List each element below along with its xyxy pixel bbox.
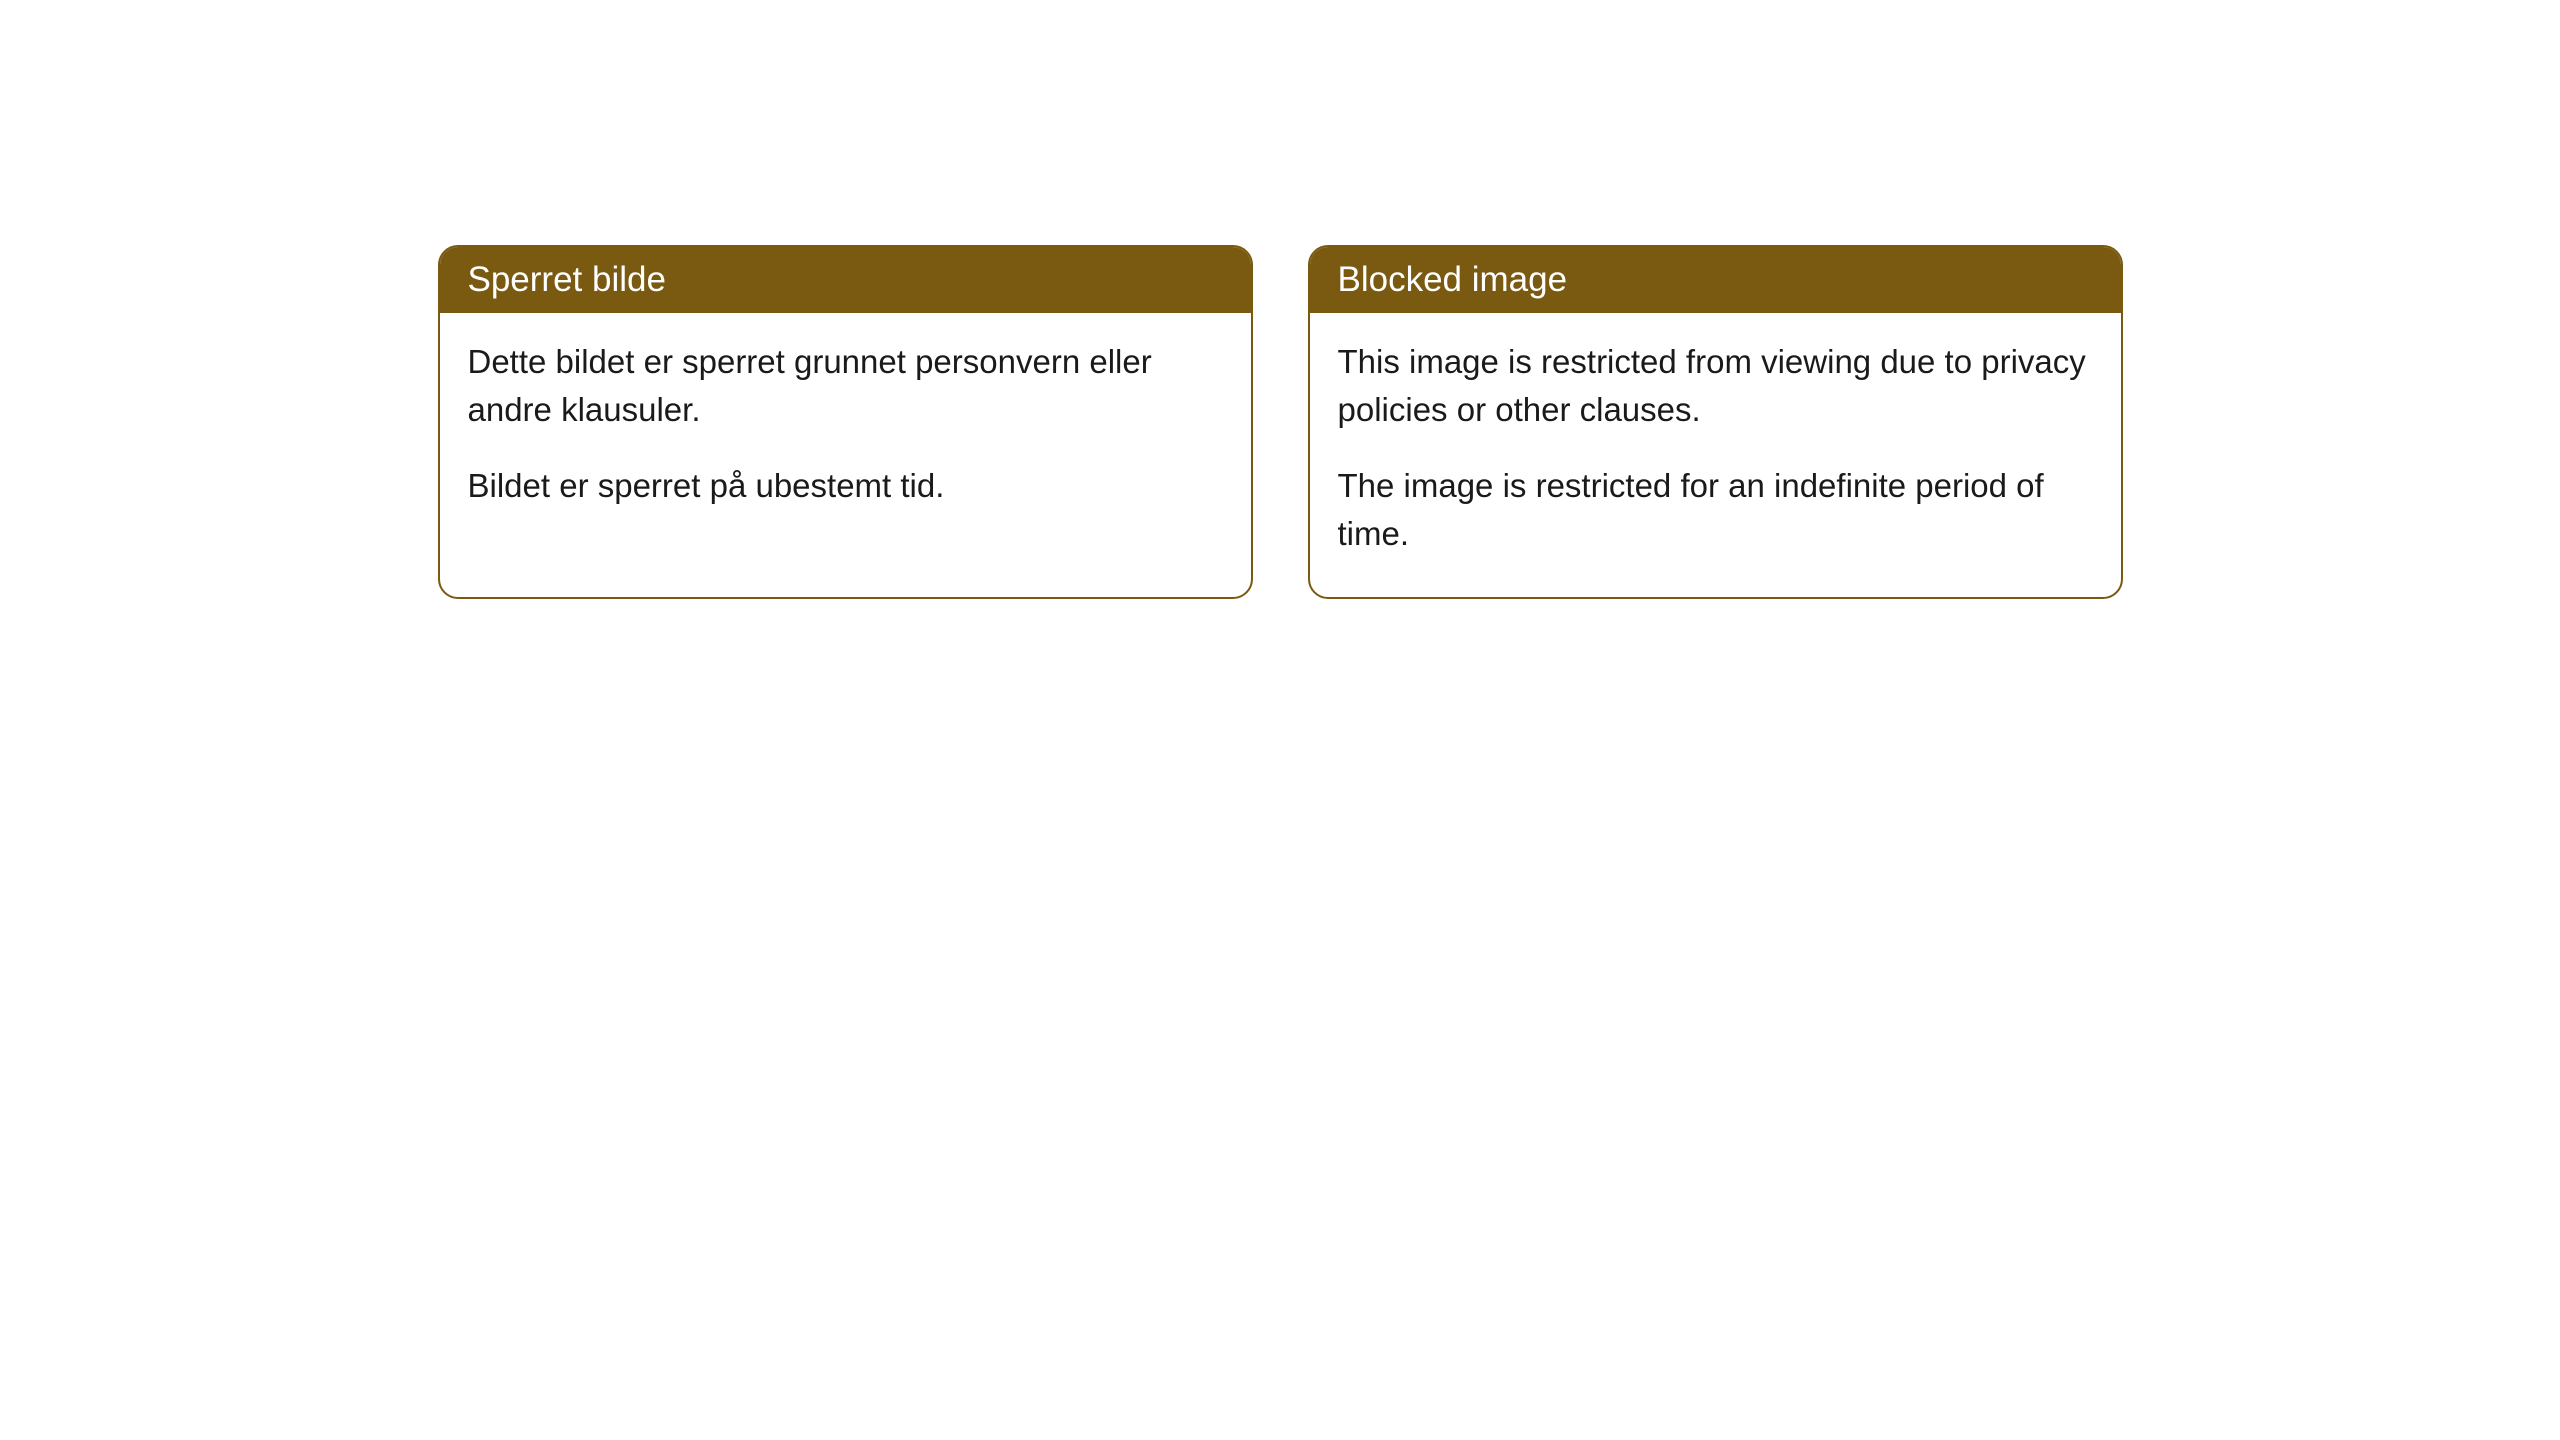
card-paragraph: Dette bildet er sperret grunnet personve… (468, 338, 1223, 434)
card-title: Blocked image (1338, 260, 1568, 299)
card-body: Dette bildet er sperret grunnet personve… (440, 313, 1251, 550)
card-header: Blocked image (1310, 247, 2121, 313)
card-paragraph: The image is restricted for an indefinit… (1338, 462, 2093, 558)
card-title: Sperret bilde (468, 260, 666, 299)
card-paragraph: Bildet er sperret på ubestemt tid. (468, 462, 1223, 510)
notification-cards-container: Sperret bilde Dette bildet er sperret gr… (0, 245, 2560, 599)
card-paragraph: This image is restricted from viewing du… (1338, 338, 2093, 434)
card-body: This image is restricted from viewing du… (1310, 313, 2121, 597)
blocked-image-card-norwegian: Sperret bilde Dette bildet er sperret gr… (438, 245, 1253, 599)
blocked-image-card-english: Blocked image This image is restricted f… (1308, 245, 2123, 599)
card-header: Sperret bilde (440, 247, 1251, 313)
